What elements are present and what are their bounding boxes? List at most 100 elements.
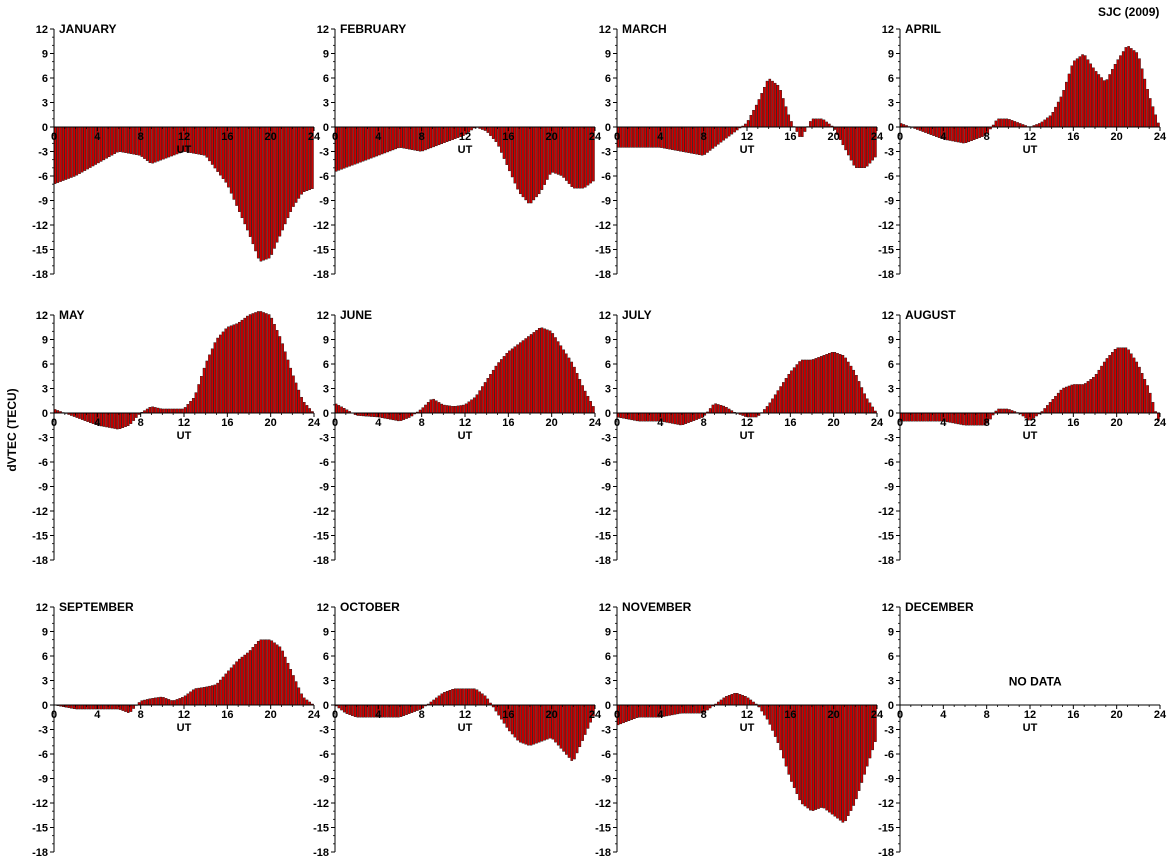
bar	[286, 662, 290, 706]
bar	[760, 704, 763, 712]
bar	[779, 386, 782, 414]
bar	[1086, 59, 1090, 128]
bar	[510, 348, 514, 414]
bar	[518, 126, 522, 195]
bar	[156, 126, 160, 162]
bar	[641, 412, 644, 422]
bar	[72, 412, 76, 417]
bar	[256, 311, 260, 414]
y-tick-label: 9	[42, 627, 48, 639]
bar	[1002, 118, 1006, 128]
bar	[270, 126, 274, 255]
bar	[405, 704, 408, 715]
bar	[727, 126, 731, 137]
y-tick-label: 0	[323, 700, 329, 712]
x-tick-label: 16	[502, 131, 514, 143]
bar	[435, 400, 438, 414]
bar	[641, 126, 644, 148]
bar	[803, 359, 807, 414]
bar	[267, 314, 271, 414]
bar	[1151, 106, 1155, 128]
bar	[300, 397, 303, 414]
bar	[126, 704, 130, 713]
y-tick-label: 6	[888, 651, 894, 663]
bar	[200, 687, 203, 706]
bar	[397, 126, 400, 149]
bar	[924, 412, 927, 422]
bar	[768, 78, 772, 128]
x-axis-label: UT	[458, 722, 473, 734]
bar	[497, 362, 500, 414]
bar	[162, 697, 165, 706]
bar	[562, 126, 565, 178]
y-tick-label: 12	[599, 310, 611, 322]
bar	[340, 406, 343, 414]
bar	[445, 405, 449, 414]
bar	[1102, 80, 1106, 128]
bar	[849, 365, 853, 414]
bar	[513, 346, 517, 414]
x-tick-label: 16	[221, 131, 233, 143]
x-tick-label: 16	[1067, 417, 1079, 429]
bar	[340, 126, 343, 170]
bar	[470, 688, 473, 706]
bar	[235, 126, 238, 206]
bar	[814, 704, 818, 810]
y-tick-label: -3	[601, 725, 611, 737]
y-tick-label: -15	[878, 531, 894, 543]
bar	[935, 126, 938, 137]
bar	[524, 704, 527, 745]
x-tick-label: 8	[419, 417, 425, 429]
bar	[575, 704, 579, 754]
bar	[164, 126, 168, 159]
bar	[551, 333, 555, 414]
bar	[145, 408, 149, 414]
bar	[110, 412, 114, 429]
bar	[1051, 399, 1055, 414]
bar	[370, 412, 373, 417]
y-tick-label: -15	[313, 531, 329, 543]
bar	[305, 405, 309, 414]
bar	[635, 126, 639, 148]
y-tick-label: 0	[888, 700, 894, 712]
x-tick-label: 8	[701, 131, 707, 143]
bar	[733, 126, 736, 133]
bar	[537, 126, 541, 195]
bar	[652, 704, 655, 718]
bar	[746, 120, 750, 128]
y-tick-label: -3	[601, 147, 611, 159]
bar	[1043, 119, 1046, 128]
bar-series	[616, 352, 877, 426]
bar	[836, 353, 839, 414]
y-tick-label: -6	[38, 171, 48, 183]
y-tick-label: -15	[595, 531, 611, 543]
y-tick-label: -12	[595, 798, 611, 810]
bar	[1108, 74, 1111, 128]
y-tick-label: -9	[884, 196, 894, 208]
bar	[567, 126, 571, 184]
bar	[421, 407, 425, 414]
bar	[451, 406, 454, 414]
bar	[200, 126, 203, 155]
bar	[763, 409, 766, 414]
y-tick-label: 3	[42, 676, 48, 688]
bar	[711, 126, 715, 149]
bar	[462, 404, 465, 414]
bar	[1062, 90, 1065, 128]
bar	[75, 126, 79, 176]
panel-title: JANUARY	[59, 22, 117, 36]
bar	[798, 126, 801, 137]
bar	[1135, 52, 1139, 128]
bar	[148, 126, 152, 163]
bar	[581, 704, 584, 741]
bar	[208, 685, 211, 706]
bar	[178, 408, 181, 414]
x-tick-label: 24	[1154, 709, 1167, 721]
bar	[583, 390, 587, 414]
bar	[1105, 358, 1109, 414]
x-tick-label: 0	[51, 709, 57, 721]
bar	[581, 385, 584, 414]
x-tick-label: 12	[459, 417, 471, 429]
x-axis-label: UT	[177, 430, 192, 442]
bar	[459, 688, 462, 706]
